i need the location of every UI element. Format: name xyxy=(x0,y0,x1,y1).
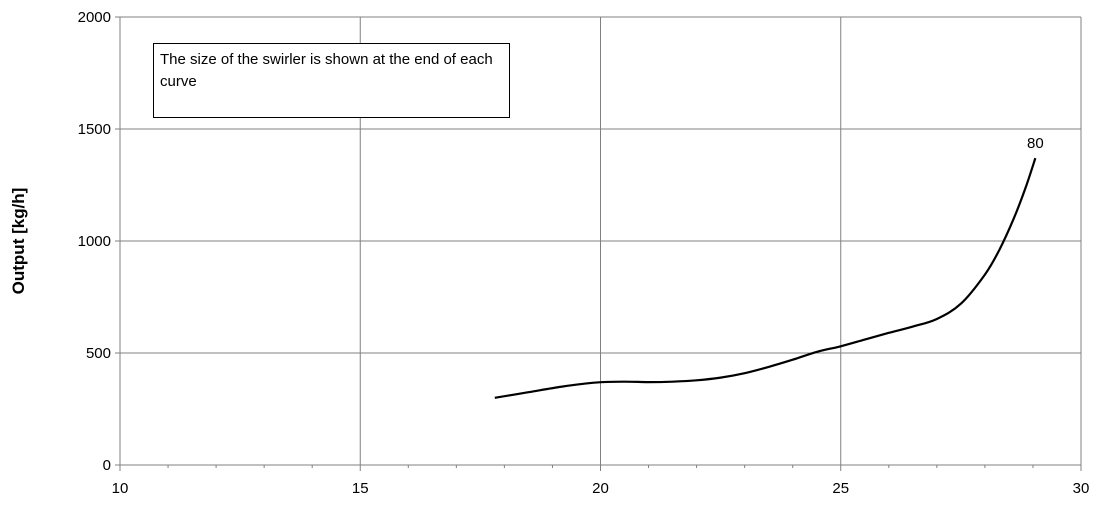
series-line xyxy=(494,157,1037,399)
series-end-label: 80 xyxy=(1027,135,1044,152)
gridlines xyxy=(120,16,1082,465)
tick-labels: 0 500 1000 1500 2000 10 15 20 25 30 xyxy=(78,9,1090,497)
y-tick-label: 1500 xyxy=(78,121,111,138)
y-tick-label: 1000 xyxy=(78,233,111,250)
y-tick-label: 2000 xyxy=(78,9,111,26)
y-tick-label: 500 xyxy=(86,345,111,362)
axes xyxy=(115,16,1082,471)
annotation-text: The size of the swirler is shown at the … xyxy=(160,51,493,90)
y-tick-label: 0 xyxy=(103,457,111,474)
x-tick-label: 10 xyxy=(112,480,129,497)
x-tick-label: 30 xyxy=(1073,480,1090,497)
y-axis-label: Output [kg/h] xyxy=(9,188,28,295)
x-tick-label: 15 xyxy=(352,480,369,497)
series-lines: 80 xyxy=(494,135,1044,399)
x-tick-label: 25 xyxy=(832,480,849,497)
annotation-box: The size of the swirler is shown at the … xyxy=(153,43,510,118)
x-tick-label: 20 xyxy=(592,480,609,497)
